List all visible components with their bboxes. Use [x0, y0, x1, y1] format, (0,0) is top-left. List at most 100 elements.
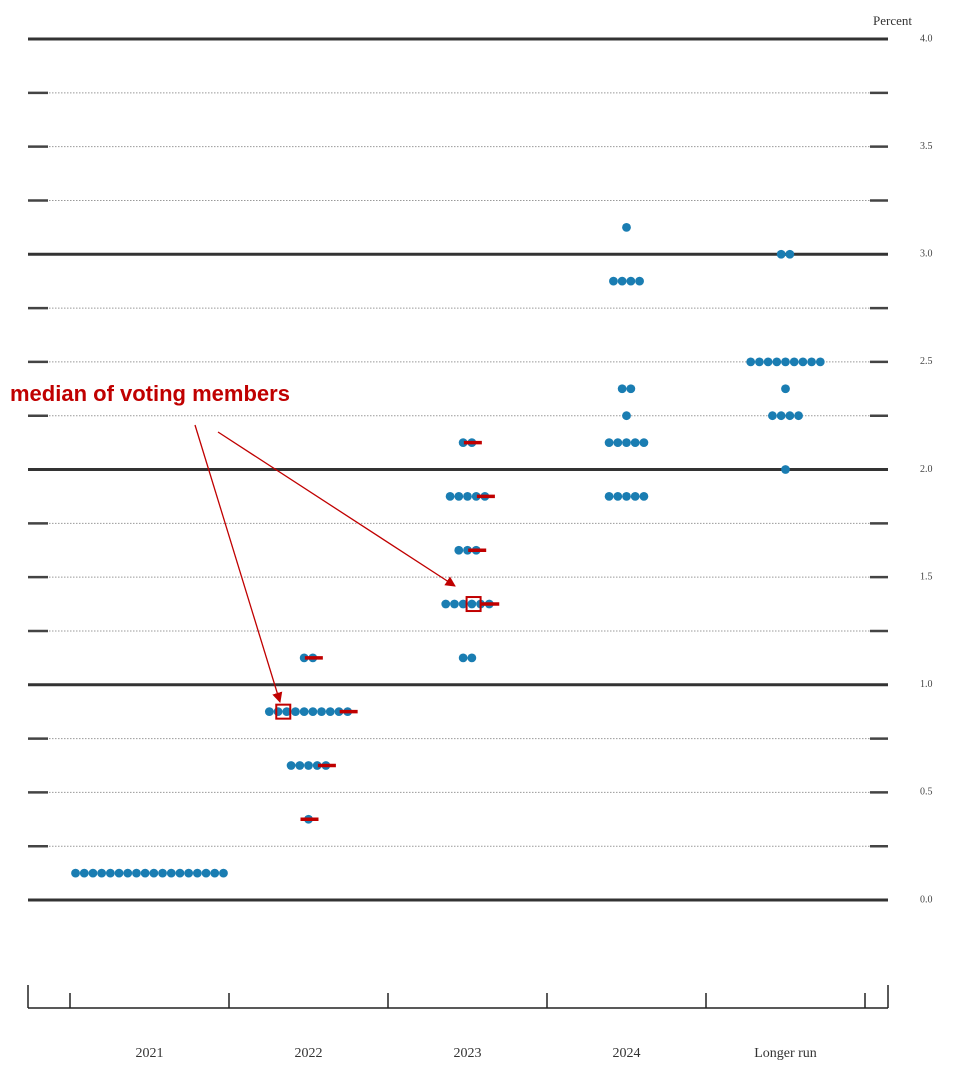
x-tick-label: 2021 [136, 1046, 164, 1061]
dot [286, 761, 296, 770]
dot [458, 438, 468, 447]
dot [467, 599, 477, 609]
dot [781, 357, 790, 367]
dot [282, 707, 292, 717]
dot [746, 357, 756, 367]
dot [79, 868, 89, 878]
dot [299, 707, 309, 717]
dot [635, 276, 644, 286]
dot [807, 357, 816, 367]
dot [639, 492, 649, 501]
dot [622, 222, 631, 232]
dot [458, 599, 468, 609]
dot [622, 411, 631, 421]
dot [639, 438, 649, 447]
dot [445, 492, 455, 501]
dot [768, 411, 777, 421]
dot [622, 492, 631, 501]
dot [463, 492, 472, 501]
dot [166, 868, 176, 878]
dot [772, 357, 782, 367]
dot [454, 492, 464, 501]
dot [140, 868, 150, 878]
dot [785, 249, 795, 259]
dot [299, 653, 309, 663]
y-tick-label: 1.5 [920, 571, 933, 582]
median-box [275, 703, 292, 720]
dot [291, 707, 300, 717]
dot [312, 761, 322, 770]
dot [158, 868, 167, 878]
dot [604, 438, 614, 447]
dot [613, 438, 623, 447]
dot [219, 868, 228, 878]
dot [149, 868, 159, 878]
annotation-arrows [194, 424, 456, 703]
dot [105, 868, 115, 878]
y-tick-label: 0.0 [920, 894, 933, 905]
dot [755, 357, 764, 367]
dot [114, 868, 124, 878]
y-tick-label: 1.0 [920, 679, 933, 690]
x-tick-label: 2024 [613, 1046, 641, 1061]
dot [325, 707, 335, 717]
dot [308, 707, 318, 717]
y-tick-label: 2.0 [920, 464, 933, 475]
dot [210, 868, 220, 878]
dot [622, 438, 631, 447]
dot [264, 707, 274, 717]
dot [454, 545, 464, 555]
dot [630, 492, 640, 501]
arrow [194, 424, 283, 703]
dot [626, 384, 636, 394]
dot [604, 492, 614, 501]
dot [471, 492, 481, 501]
dot [785, 411, 795, 421]
y-tick-label: 2.5 [920, 356, 933, 367]
dot [815, 357, 825, 367]
dot [789, 357, 799, 367]
dot [71, 868, 80, 878]
dot [781, 465, 790, 474]
dot [304, 761, 313, 770]
dot [334, 707, 344, 717]
y-tick-label: 0.5 [920, 787, 933, 798]
dot [123, 868, 133, 878]
dot [617, 276, 627, 286]
dot [97, 868, 107, 878]
y-tick-label: 4.0 [920, 33, 933, 44]
annotation: median of voting members [10, 381, 290, 406]
dot [273, 707, 283, 717]
dot [776, 411, 786, 421]
dot [175, 868, 185, 878]
dot [295, 761, 305, 770]
dot [201, 868, 211, 878]
x-tick-label: 2022 [295, 1046, 323, 1061]
dot [132, 868, 141, 878]
dot [192, 868, 202, 878]
y-tick-label: 3.5 [920, 141, 933, 152]
y-tick-label: 3.0 [920, 249, 933, 260]
dot [613, 492, 623, 501]
dot [88, 868, 98, 878]
dot [463, 545, 472, 555]
dot [467, 653, 477, 663]
dot [441, 599, 451, 609]
dot [317, 707, 326, 717]
dot [794, 411, 803, 421]
dot [776, 249, 786, 259]
arrow [217, 431, 456, 587]
dot [798, 357, 808, 367]
dot [458, 653, 468, 663]
dot [617, 384, 627, 394]
dot [630, 438, 640, 447]
dot [763, 357, 773, 367]
dot [184, 868, 194, 878]
x-tick-label: 2023 [454, 1046, 482, 1061]
x-tick-label: Longer run [754, 1046, 817, 1061]
dot [609, 276, 618, 286]
dot [781, 384, 790, 394]
dot [626, 276, 636, 286]
y-axis-label: Percent [873, 13, 912, 28]
